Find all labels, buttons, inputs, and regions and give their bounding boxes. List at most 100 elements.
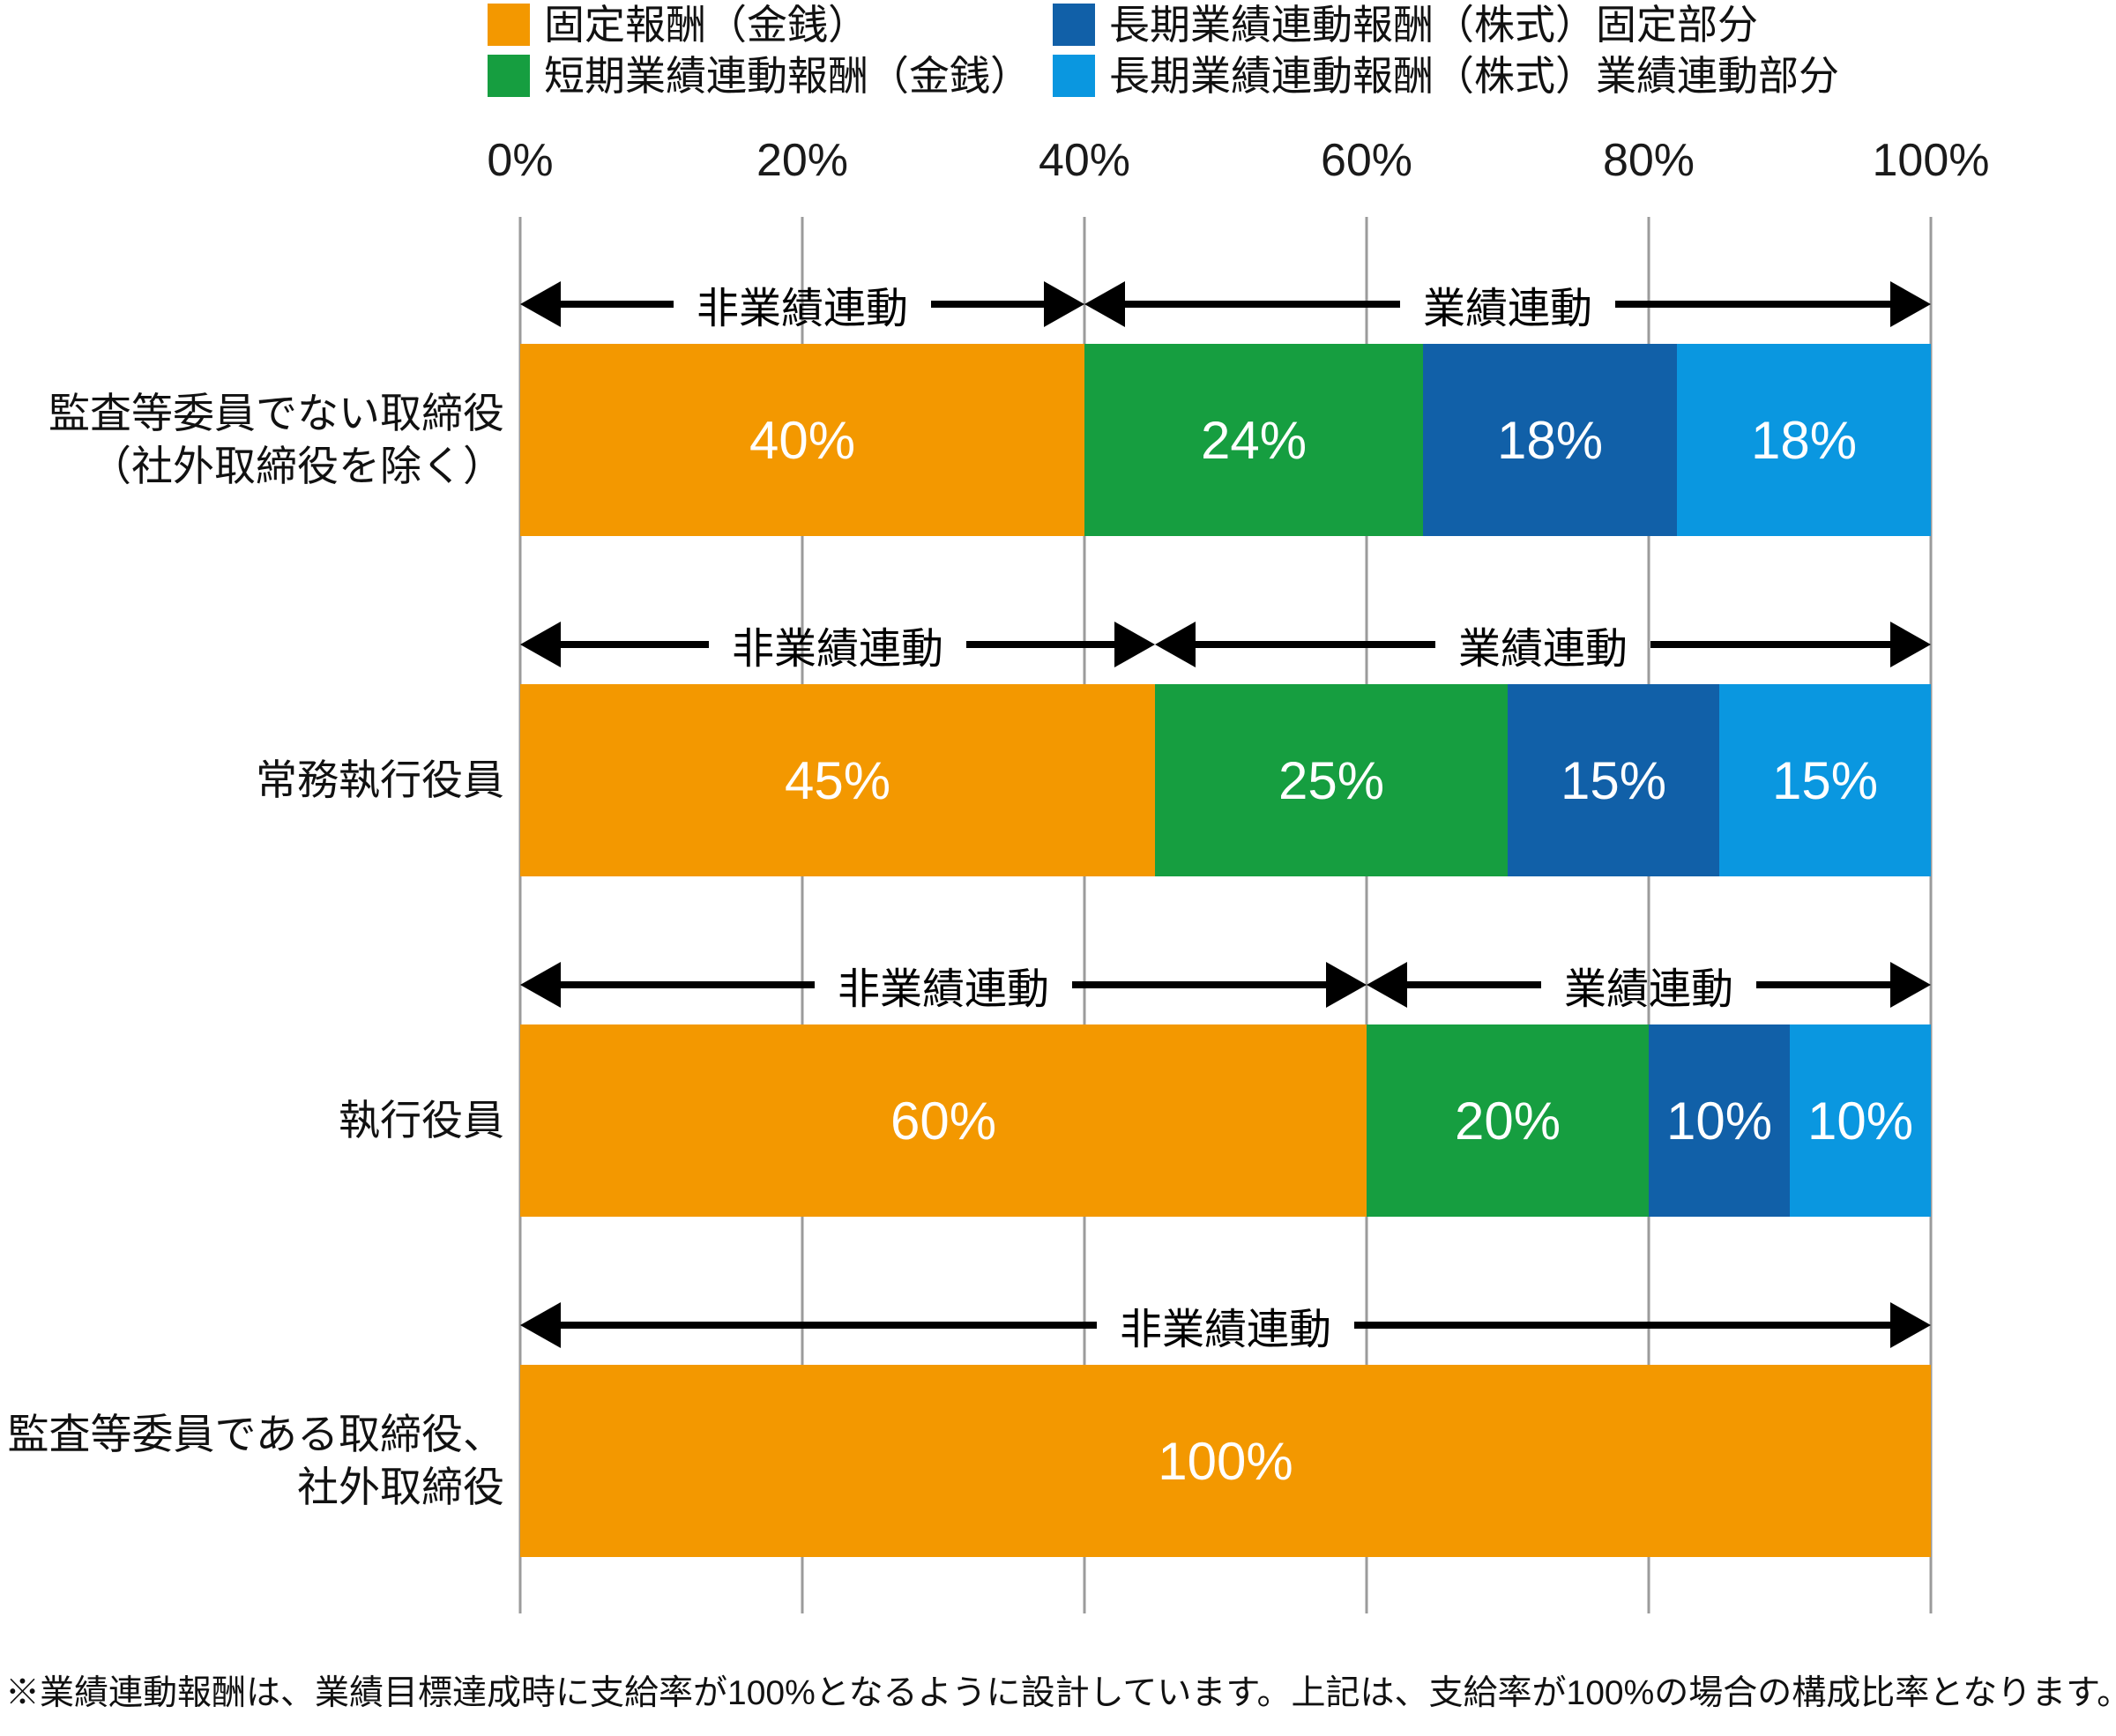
arrow-line: [561, 1322, 1097, 1329]
category-label: 監査等委員でない取締役 （社外取締役を除く）: [0, 344, 504, 536]
span-arrow: 非業績連動: [520, 620, 1156, 673]
arrow-line: [1196, 641, 1435, 648]
span-arrow: 非業績連動: [520, 960, 1367, 1013]
legend-label: 短期業績連動報酬（金銭）: [544, 53, 1031, 99]
arrow-label: 業績連動: [1423, 286, 1593, 332]
segment-value-label: 10%: [1807, 1091, 1914, 1151]
arrow-line: [561, 981, 815, 988]
category-label-line: 監査等委員である取締役、: [7, 1411, 504, 1457]
legend-item-fixed-compensation: 固定報酬（金銭）: [488, 4, 868, 46]
x-axis-tick: 80%: [1602, 135, 1695, 186]
arrowhead-right-icon: [1890, 1302, 1932, 1348]
legend-swatch-light-blue: [1053, 55, 1095, 97]
gridline-80pct: [1647, 217, 1650, 1613]
arrowhead-right-icon: [1890, 281, 1932, 327]
arrow-label: 非業績連動: [838, 966, 1050, 1013]
segment-value-label: 15%: [1771, 750, 1879, 810]
arrow-line: [1407, 981, 1541, 988]
gridline-60pct: [1365, 217, 1368, 1613]
bar-segment: 18%: [1423, 344, 1677, 536]
x-axis-tick: 20%: [756, 135, 849, 186]
arrowhead-left-icon: [1084, 281, 1125, 327]
arrowhead-right-icon: [1890, 622, 1932, 667]
bar-segment: 45%: [520, 684, 1155, 876]
arrowhead-left-icon: [520, 622, 561, 667]
bar-segment: 100%: [520, 1365, 1931, 1557]
bar-segment: 18%: [1677, 344, 1931, 536]
arrow-line: [1615, 301, 1891, 308]
segment-value-label: 40%: [749, 410, 856, 470]
category-label-line: 社外取締役: [297, 1464, 504, 1510]
stacked-bar: 45% 25% 15% 15%: [520, 684, 1931, 876]
bar-segment: 40%: [520, 344, 1084, 536]
arrow-line: [1125, 301, 1400, 308]
bar-segment: 15%: [1508, 684, 1719, 876]
segment-value-label: 18%: [1750, 410, 1858, 470]
category-label: 常務執行役員: [0, 684, 504, 876]
category-label-line: 執行役員: [339, 1097, 504, 1144]
bar-segment: 60%: [520, 1024, 1367, 1217]
segment-value-label: 45%: [784, 750, 891, 810]
legend-label: 固定報酬（金銭）: [544, 2, 868, 48]
segment-value-label: 10%: [1665, 1091, 1773, 1151]
stacked-bar: 60% 20% 10% 10%: [520, 1024, 1931, 1217]
legend-swatch-dark-blue: [1053, 4, 1095, 46]
arrow-label: 非業績連動: [1120, 1307, 1332, 1353]
category-label-line: 監査等委員でない取締役: [48, 390, 504, 436]
category-label-line: 常務執行役員: [256, 756, 504, 803]
arrowhead-right-icon: [1114, 622, 1156, 667]
arrow-label: 業績連動: [1458, 626, 1628, 673]
arrow-line: [966, 641, 1115, 648]
segment-value-label: 24%: [1200, 410, 1308, 470]
arrowhead-left-icon: [520, 1302, 561, 1348]
segment-value-label: 20%: [1454, 1091, 1561, 1151]
span-arrow: 非業績連動: [520, 1300, 1932, 1353]
span-arrow: 非業績連動: [520, 279, 1085, 332]
legend-item-long-term-performance: 長期業績連動報酬（株式）業績連動部分: [1053, 55, 1839, 97]
category-label: 監査等委員である取締役、社外取締役: [0, 1365, 504, 1557]
stacked-bar: 100%: [520, 1365, 1931, 1557]
bar-segment: 10%: [1649, 1024, 1790, 1217]
bar-segment: 25%: [1155, 684, 1508, 876]
arrowhead-left-icon: [1367, 962, 1407, 1008]
category-label: 執行役員: [0, 1024, 504, 1217]
legend-swatch-orange: [488, 4, 530, 46]
bar-segment: 24%: [1084, 344, 1423, 536]
arrow-line: [931, 301, 1045, 308]
footnote: ※業績連動報酬は、業績目標達成時に支給率が100%となるように設計しています。上…: [5, 1674, 2116, 1712]
category-label-line: （社外取締役を除く）: [90, 443, 504, 489]
stacked-bar: 40% 24% 18% 18%: [520, 344, 1931, 536]
x-axis-tick: 0%: [487, 135, 554, 186]
arrow-label: 非業績連動: [732, 626, 944, 673]
arrow-line: [1756, 981, 1891, 988]
gridline-20pct: [801, 217, 804, 1613]
arrow-label: 業績連動: [1564, 966, 1734, 1013]
legend-swatch-green: [488, 55, 530, 97]
span-arrow: 業績連動: [1084, 279, 1932, 332]
legend-item-long-term-fixed: 長期業績連動報酬（株式）固定部分: [1053, 4, 1758, 46]
legend-label: 長期業績連動報酬（株式）固定部分: [1109, 2, 1758, 48]
gridline-0pct: [518, 217, 522, 1613]
span-arrow: 業績連動: [1367, 960, 1932, 1013]
gridline-40pct: [1083, 217, 1086, 1613]
arrowhead-right-icon: [1044, 281, 1085, 327]
x-axis-tick: 60%: [1320, 135, 1413, 186]
legend-item-short-term-incentive: 短期業績連動報酬（金銭）: [488, 55, 1031, 97]
segment-value-label: 100%: [1158, 1431, 1293, 1491]
arrowhead-left-icon: [520, 281, 561, 327]
x-axis-tick: 40%: [1038, 135, 1131, 186]
bar-segment: 10%: [1790, 1024, 1931, 1217]
segment-value-label: 60%: [890, 1091, 997, 1151]
arrow-label: 非業績連動: [697, 286, 909, 332]
segment-value-label: 25%: [1278, 750, 1385, 810]
bar-segment: 20%: [1367, 1024, 1649, 1217]
arrow-line: [1354, 1322, 1891, 1329]
arrow-line: [1650, 641, 1891, 648]
arrowhead-right-icon: [1890, 962, 1932, 1008]
segment-value-label: 18%: [1496, 410, 1604, 470]
bar-segment: 15%: [1719, 684, 1931, 876]
segment-value-label: 15%: [1560, 750, 1667, 810]
span-arrow: 業績連動: [1155, 620, 1932, 673]
arrowhead-left-icon: [520, 962, 561, 1008]
